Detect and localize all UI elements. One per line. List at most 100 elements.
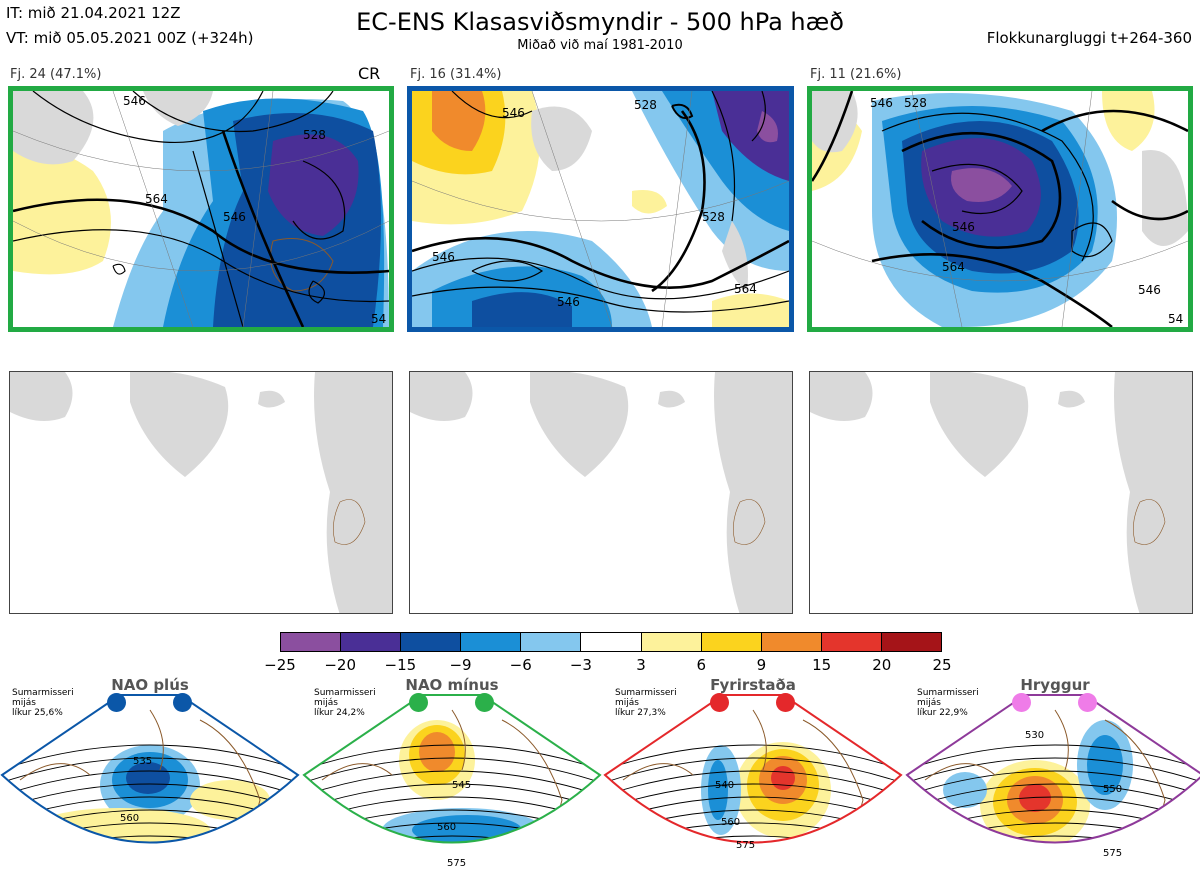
cluster-1-tag: CR bbox=[358, 64, 381, 83]
contour-label: 564 bbox=[734, 282, 757, 296]
contour-label: 546 bbox=[1138, 283, 1161, 297]
colorbar-segment bbox=[881, 633, 942, 651]
regime-panel: 530 550 575 Hryggur Sumarmisseri mijás líkur 2… bbox=[905, 676, 1200, 871]
regime-panel: 540 560 575 Fyrirstaða Sumarmisseri mijás líku… bbox=[603, 676, 903, 871]
regime-map-graphic: 530 550 575 bbox=[905, 694, 1200, 859]
contour-label: 575 bbox=[1103, 848, 1122, 859]
regime-info-line: líkur 25,6% bbox=[12, 708, 63, 718]
contour-label: 528 bbox=[702, 210, 725, 224]
page-subtitle: Miðað við maí 1981-2010 bbox=[517, 38, 683, 53]
page-title: EC-ENS Klasasviðsmyndir - 500 hPa hæð bbox=[356, 8, 844, 36]
colorbar-segment bbox=[401, 633, 462, 651]
contour-label: 546 bbox=[223, 210, 246, 224]
cluster-map-2-graphic: 546 528 546 546 564 528 bbox=[412, 91, 789, 327]
colorbar-segment bbox=[641, 633, 702, 651]
colorbar-segment bbox=[461, 633, 522, 651]
cluster-map-1-graphic: 546 528 564 546 54 bbox=[13, 91, 389, 327]
regime-info-line: Sumarmisseri bbox=[314, 688, 376, 698]
regime-marker-dot bbox=[409, 693, 428, 712]
cluster-map-2: 546 528 546 546 564 528 bbox=[407, 86, 794, 332]
contour-label: 545 bbox=[452, 780, 471, 791]
regime-info-line: mijás bbox=[615, 698, 639, 708]
contour-label: 546 bbox=[952, 220, 975, 234]
empty-map-1 bbox=[9, 371, 393, 614]
colorbar-tick-label: −15 bbox=[384, 656, 417, 674]
cluster-3-label: Fj. 11 (21.6%) bbox=[810, 67, 902, 82]
contour-label: 54 bbox=[371, 312, 386, 326]
regime-info-line: Sumarmisseri bbox=[917, 688, 979, 698]
regime-map-graphic: 545 560 575 bbox=[302, 694, 602, 869]
land-outline-graphic bbox=[10, 372, 392, 613]
cluster-1-label: Fj. 24 (47.1%) bbox=[10, 67, 102, 82]
contour-label: 546 bbox=[123, 94, 146, 108]
regime-marker-dot bbox=[1012, 693, 1031, 712]
regime-info-line: líkur 24,2% bbox=[314, 708, 365, 718]
regime-title: Hryggur bbox=[1020, 676, 1090, 694]
colorbar bbox=[280, 632, 942, 652]
contour-label: 546 bbox=[870, 96, 893, 110]
contour-label: 528 bbox=[904, 96, 927, 110]
contour-label: 528 bbox=[634, 98, 657, 112]
regime-title: NAO mínus bbox=[405, 676, 499, 694]
colorbar-tick-label: 20 bbox=[872, 656, 892, 674]
classification-window: Flokkunargluggi t+264-360 bbox=[986, 29, 1192, 47]
contour-label: 546 bbox=[557, 295, 580, 309]
contour-label: 564 bbox=[942, 260, 965, 274]
colorbar-segment bbox=[281, 633, 342, 651]
cluster-2-label: Fj. 16 (31.4%) bbox=[410, 67, 502, 82]
colorbar-segment bbox=[821, 633, 882, 651]
contour-label: 540 bbox=[715, 780, 734, 791]
colorbar-segment bbox=[521, 633, 582, 651]
regime-marker-dot bbox=[1078, 693, 1097, 712]
colorbar-segment bbox=[341, 633, 402, 651]
contour-label: 560 bbox=[721, 817, 740, 828]
colorbar-tick-label: −6 bbox=[509, 656, 532, 674]
regime-info-line: mijás bbox=[314, 698, 338, 708]
contour-label: 575 bbox=[447, 858, 466, 869]
colorbar-tick-label: 9 bbox=[756, 656, 767, 674]
contour-label: 564 bbox=[145, 192, 168, 206]
regime-info-line: líkur 27,3% bbox=[615, 708, 666, 718]
regime-info-line: Sumarmisseri bbox=[12, 688, 74, 698]
colorbar-tick-label: −20 bbox=[324, 656, 356, 674]
initial-time: IT: mið 21.04.2021 12Z bbox=[6, 4, 181, 22]
regime-marker-dot bbox=[776, 693, 795, 712]
regime-info-line: mijás bbox=[917, 698, 941, 708]
colorbar-tick-label: 25 bbox=[932, 656, 952, 674]
regime-map-graphic: 540 560 575 bbox=[603, 694, 903, 851]
regime-title: Fyrirstaða bbox=[710, 676, 796, 694]
regime-info: Sumarmisseri mijás líkur 27,3% bbox=[615, 688, 677, 718]
contour-label: 546 bbox=[432, 250, 455, 264]
regime-info: Sumarmisseri mijás líkur 24,2% bbox=[314, 688, 376, 718]
colorbar-tick-label: −25 bbox=[264, 656, 296, 674]
contour-label: 54 bbox=[1168, 312, 1183, 326]
colorbar-tick-label: 15 bbox=[812, 656, 832, 674]
regime-info-line: Sumarmisseri bbox=[615, 688, 677, 698]
colorbar-segment bbox=[761, 633, 822, 651]
contour-label: 535 bbox=[133, 756, 152, 767]
contour-label: 560 bbox=[120, 813, 139, 824]
cluster-map-3-graphic: 546 564 546 528 546 54 bbox=[812, 91, 1188, 327]
colorbar-tick-label: −9 bbox=[449, 656, 472, 674]
empty-map-3 bbox=[809, 371, 1193, 614]
regime-info: Sumarmisseri mijás líkur 25,6% bbox=[12, 688, 74, 718]
regime-marker-dot bbox=[173, 693, 192, 712]
contour-label: 546 bbox=[502, 106, 525, 120]
regime-title: NAO plús bbox=[111, 676, 189, 694]
regime-info-line: mijás bbox=[12, 698, 36, 708]
colorbar-segment bbox=[581, 633, 642, 651]
contour-label: 575 bbox=[736, 840, 755, 851]
contour-label: 530 bbox=[1025, 730, 1044, 741]
valid-time: VT: mið 05.05.2021 00Z (+324h) bbox=[6, 29, 254, 47]
contour-label: 560 bbox=[437, 822, 456, 833]
colorbar-tick-label: 6 bbox=[696, 656, 707, 674]
regime-panel: 535 560 NAO plús Sumarmisseri mijás líkur 25,… bbox=[0, 676, 300, 871]
land-outline-graphic bbox=[810, 372, 1192, 613]
regime-marker-dot bbox=[475, 693, 494, 712]
colorbar-segment bbox=[701, 633, 762, 651]
regime-map-graphic: 535 560 bbox=[0, 694, 300, 844]
colorbar-tick-label: 3 bbox=[636, 656, 646, 674]
land-outline-graphic bbox=[410, 372, 792, 613]
regime-info: Sumarmisseri mijás líkur 22,9% bbox=[917, 688, 979, 718]
regime-marker-dot bbox=[107, 693, 126, 712]
